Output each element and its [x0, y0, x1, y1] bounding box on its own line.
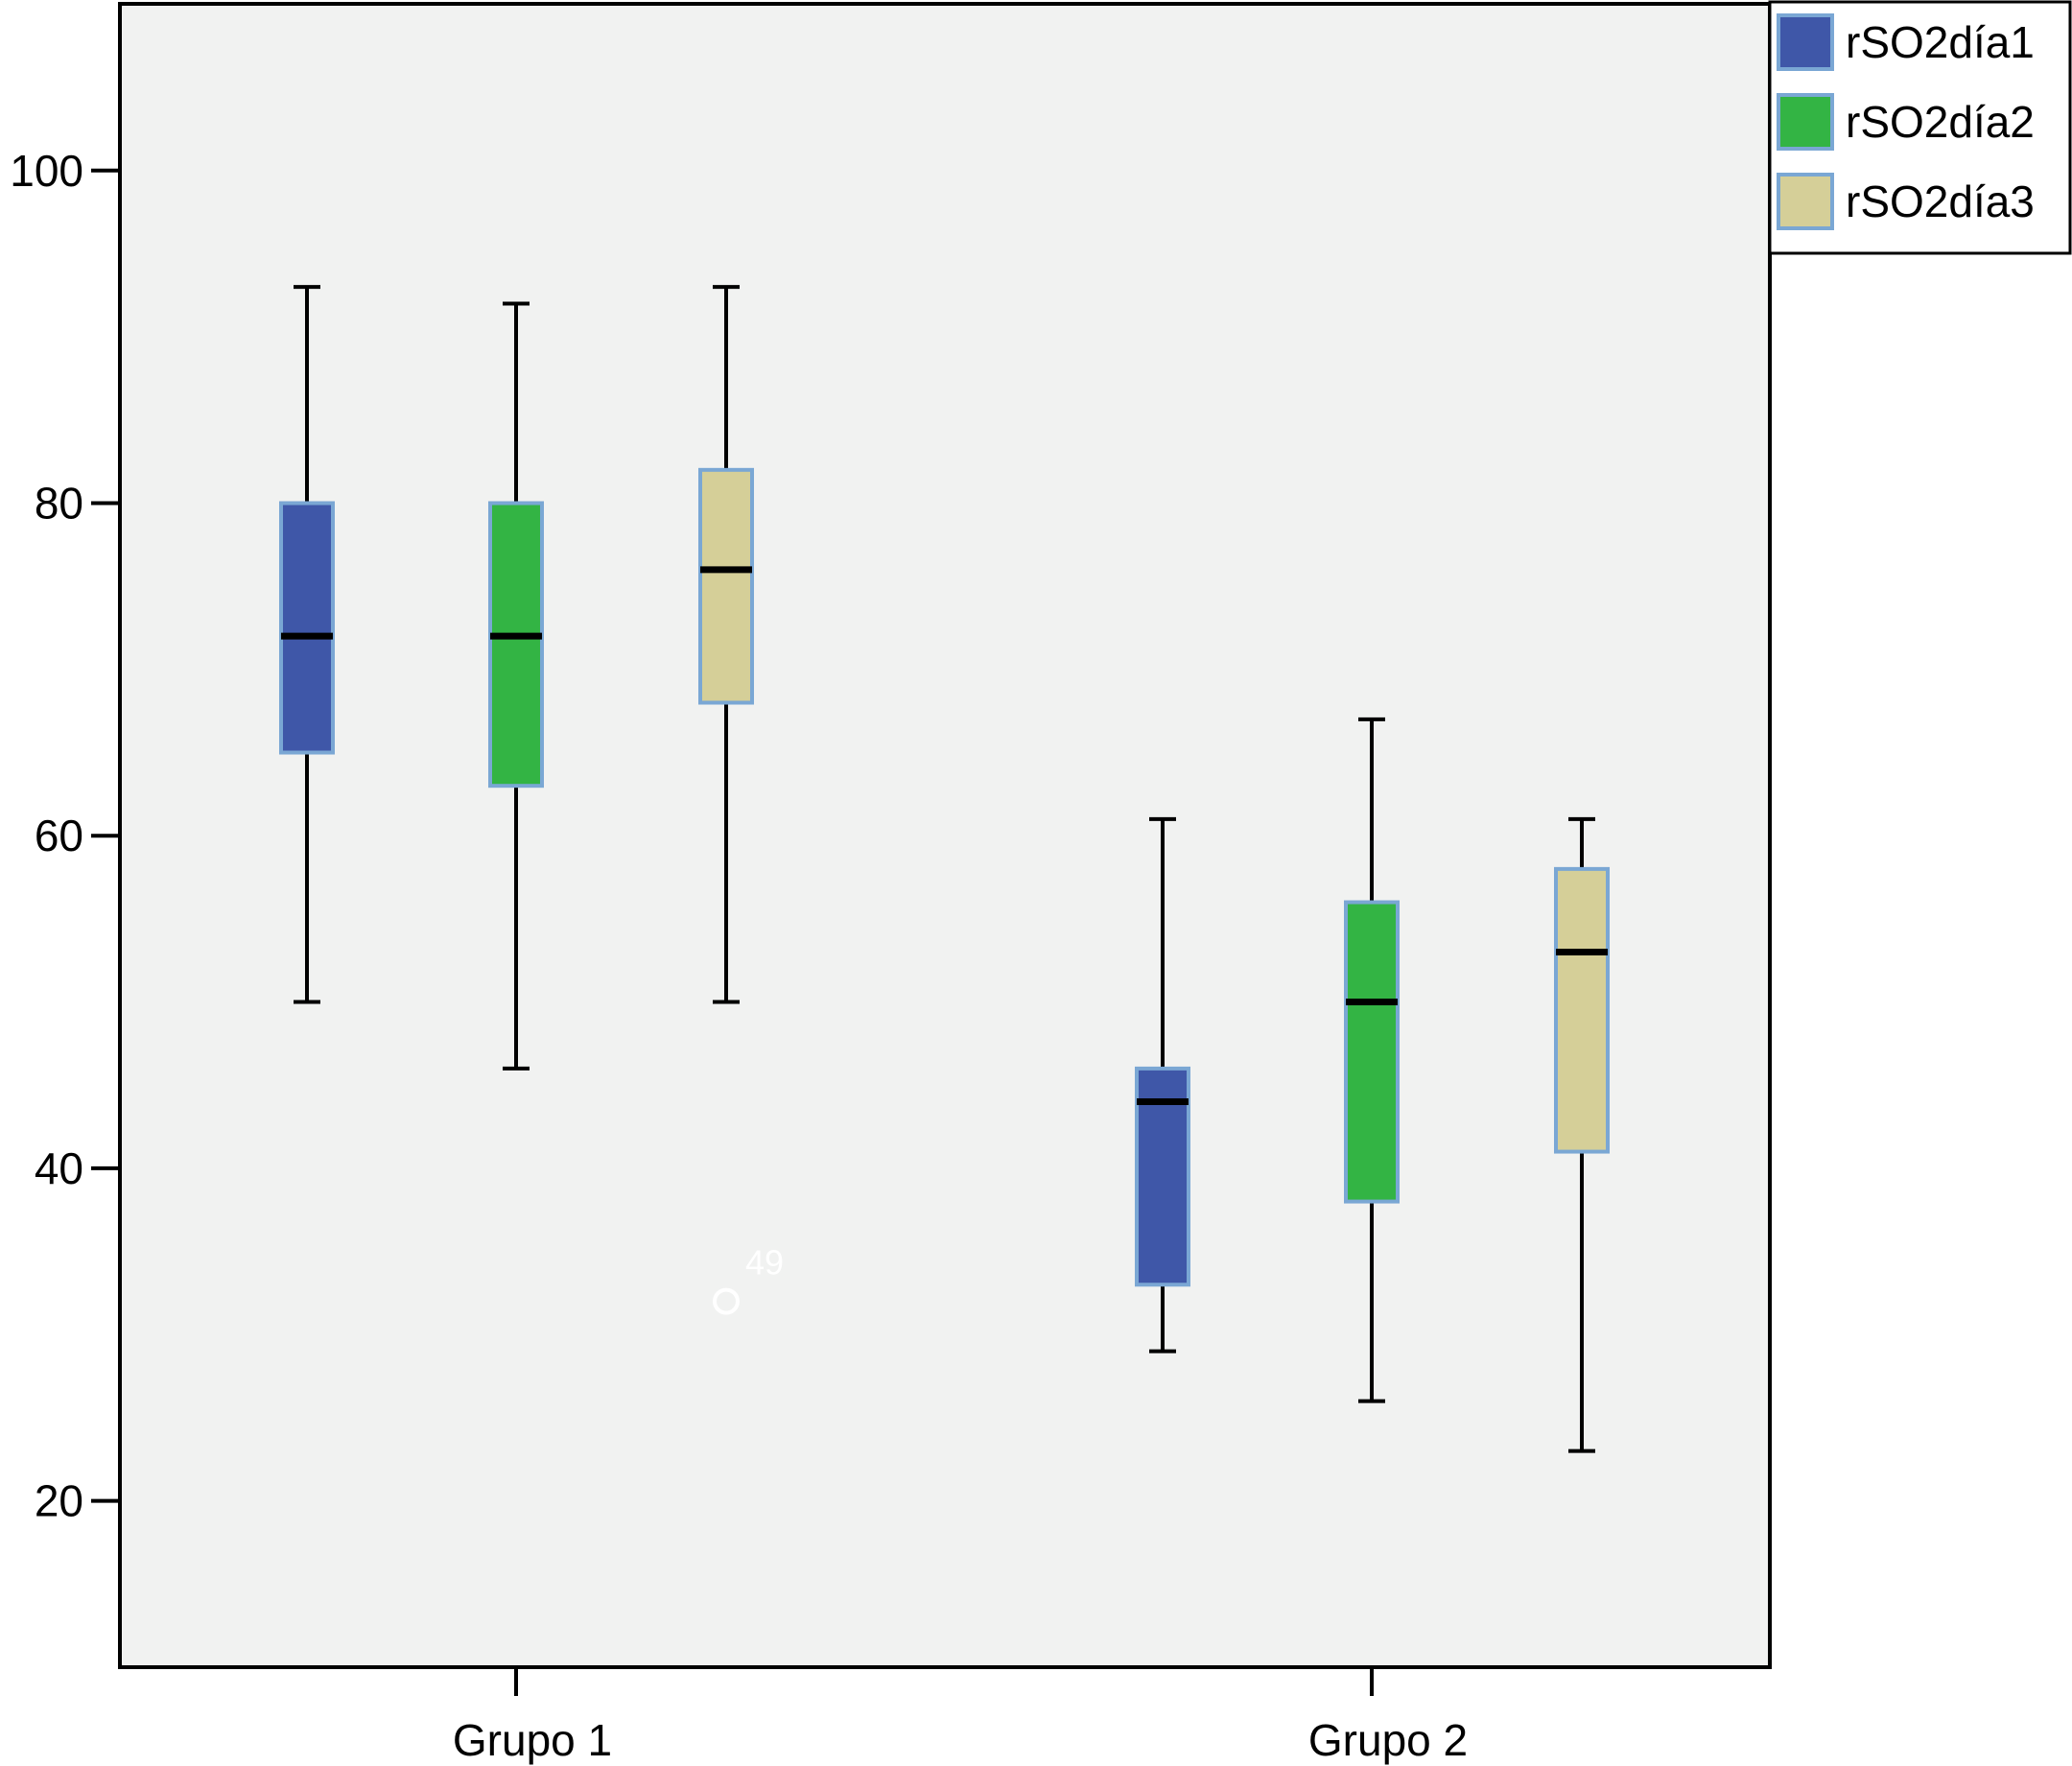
legend-swatch-1 — [1777, 13, 1834, 71]
legend-label-2: rSO2día2 — [1846, 97, 2035, 147]
y-tick-label-100: 100 — [10, 146, 83, 196]
y-tick-label-20: 20 — [35, 1476, 83, 1526]
box-1-1 — [279, 285, 335, 1004]
x-axis: Grupo 1 Grupo 2 — [453, 1667, 1468, 1765]
outlier-point-1 — [713, 1287, 740, 1315]
box-2-2 — [1344, 717, 1400, 1403]
iqr-box — [488, 501, 544, 789]
iqr-box — [279, 501, 335, 755]
box-3-1 — [698, 285, 754, 1004]
y-tick-label-80: 80 — [35, 479, 83, 529]
outlier-group: 49 — [713, 1243, 784, 1315]
box-3-2 — [1554, 816, 1610, 1453]
iqr-box — [1344, 900, 1400, 1204]
legend: rSO2día1 rSO2día2 rSO2día3 — [1768, 0, 2072, 255]
legend-label-3: rSO2día3 — [1846, 177, 2035, 226]
iqr-box — [1554, 866, 1610, 1154]
box-1-2 — [1135, 816, 1190, 1354]
legend-swatch-2 — [1777, 93, 1834, 151]
y-tick-label-40: 40 — [35, 1143, 83, 1193]
y-tick-label-60: 60 — [35, 811, 83, 860]
box-group — [279, 285, 1610, 1453]
box-2-1 — [488, 301, 544, 1071]
y-axis: 20 40 60 80 100 — [10, 146, 120, 1526]
iqr-box — [698, 467, 754, 705]
outlier-label-1: 49 — [745, 1243, 784, 1283]
category-label-1: Grupo 1 — [453, 1715, 612, 1765]
legend-label-1: rSO2día1 — [1846, 17, 2035, 67]
plot-area — [118, 2, 1772, 1669]
category-label-2: Grupo 2 — [1308, 1715, 1468, 1765]
legend-swatch-3 — [1777, 173, 1834, 230]
